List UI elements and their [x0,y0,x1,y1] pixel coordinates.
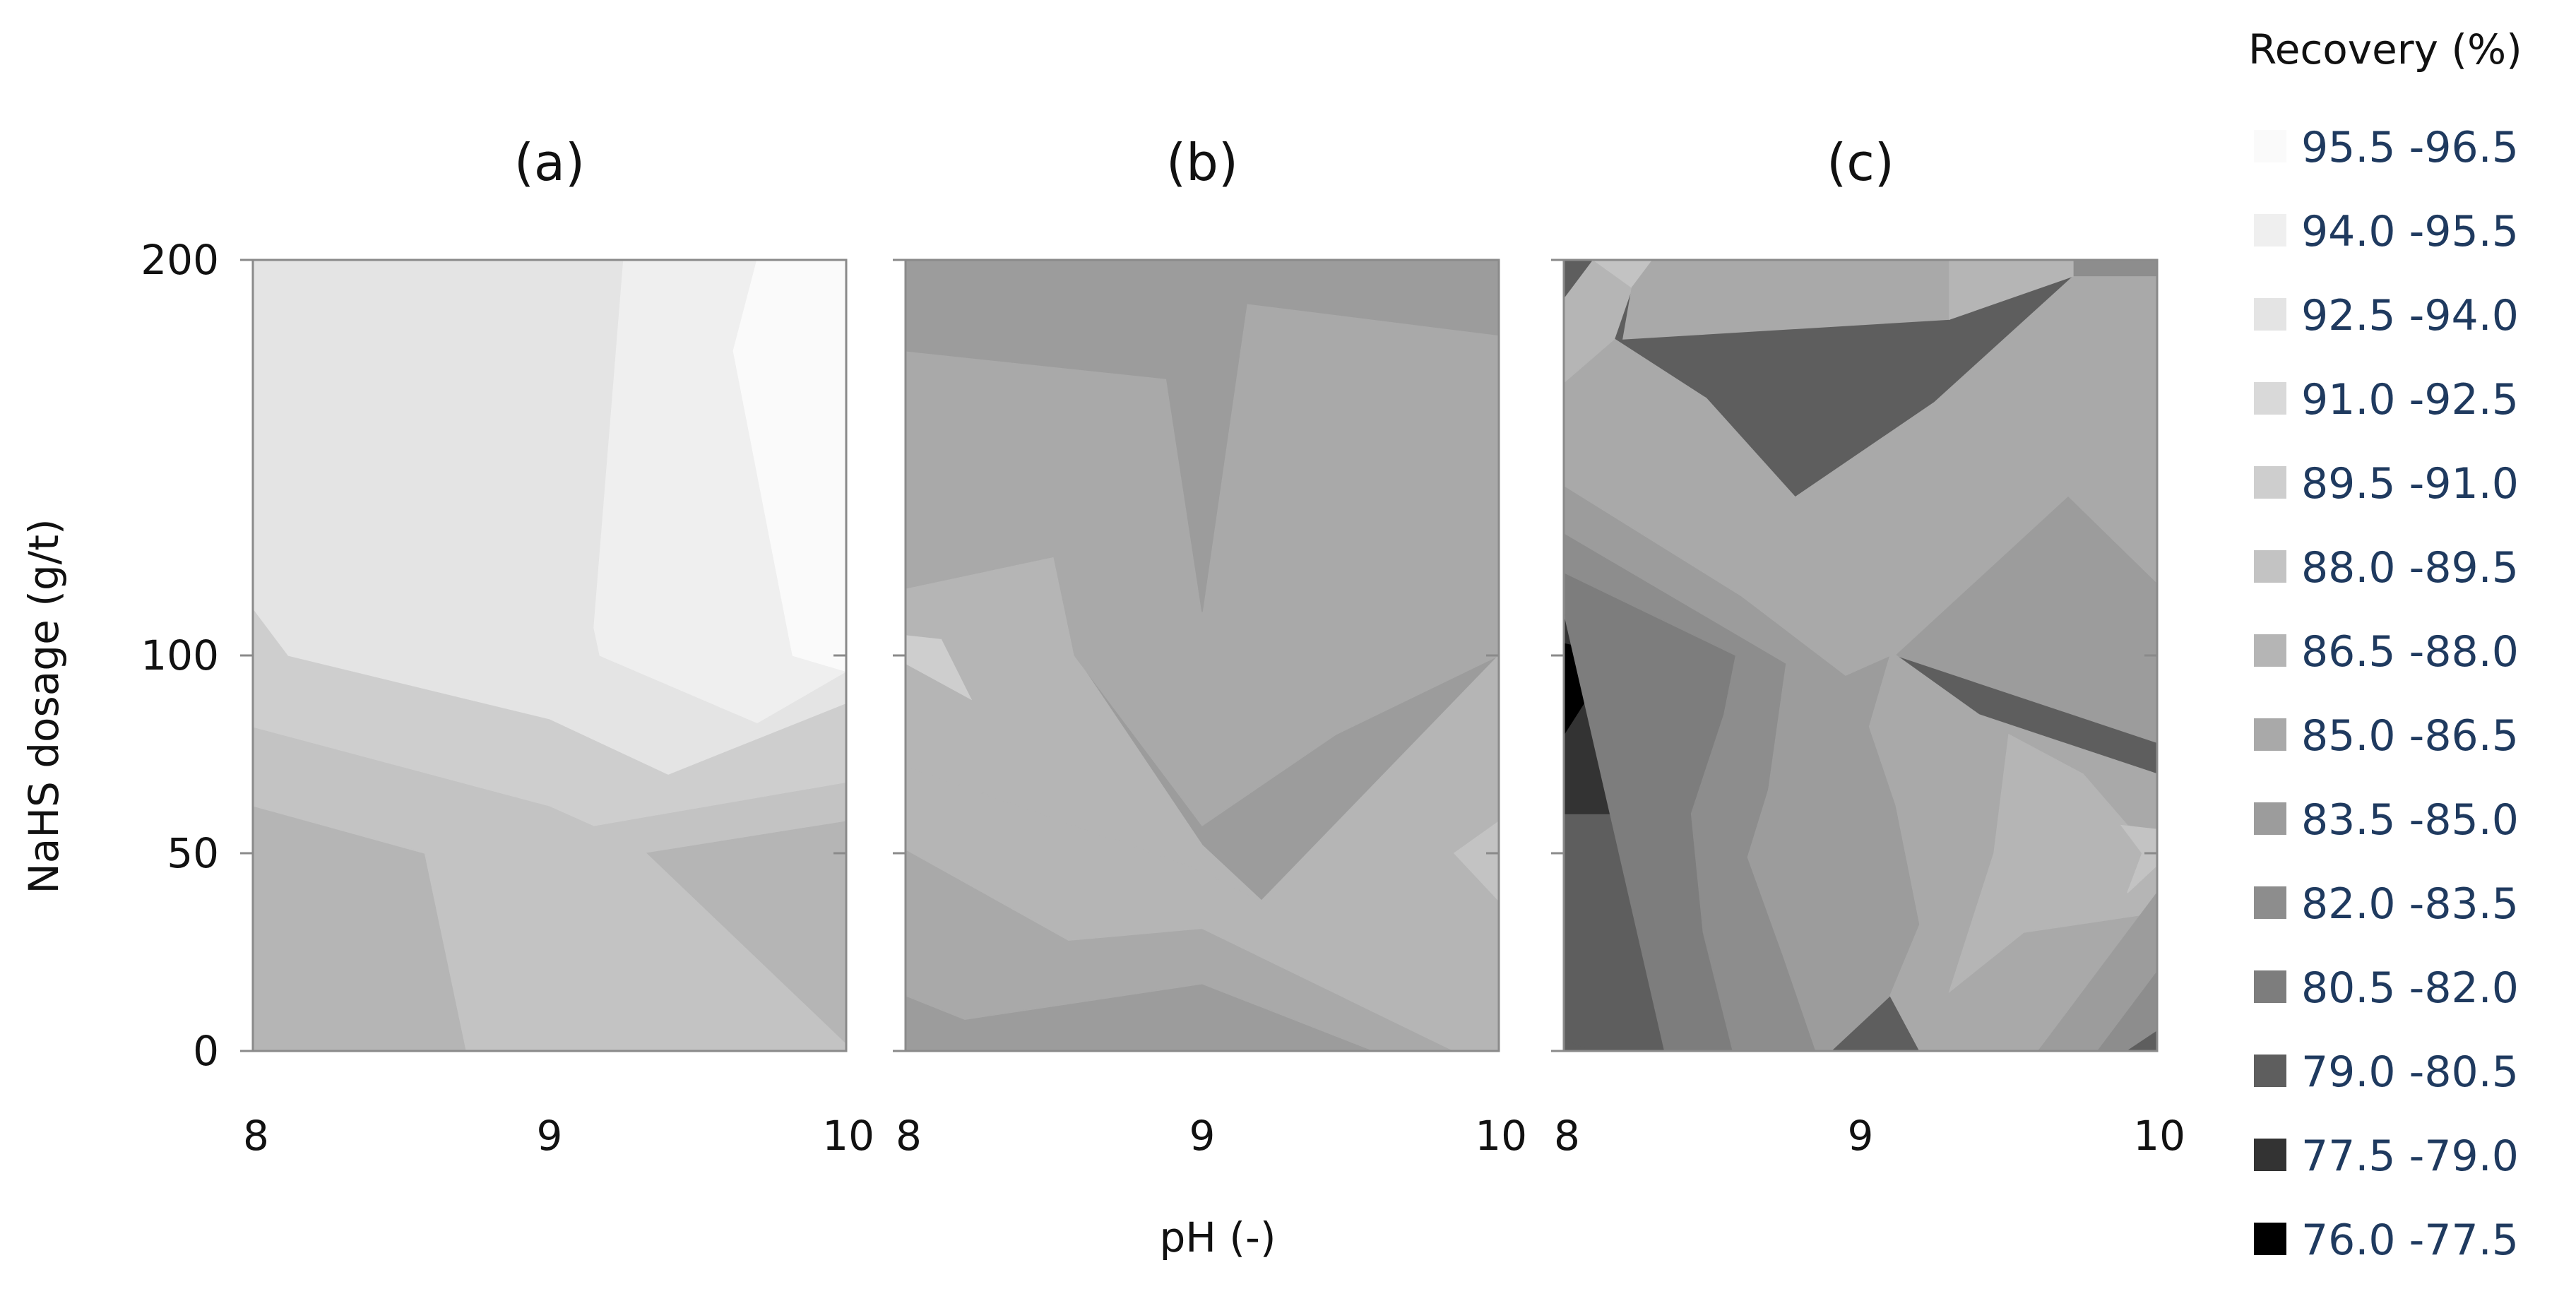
legend-label: 83.5 -85.0 [2301,795,2519,845]
legend-swatch [2254,298,2286,331]
legend-swatch [2254,802,2286,835]
legend-label: 79.0 -80.5 [2301,1047,2519,1097]
contour-region [646,821,846,1044]
legend-entries: 95.5 -96.5 94.0 -95.5 92.5 -94.0 91.0 -92.5… [2254,123,2519,1265]
legend-swatch [2254,970,2286,1003]
contour-region [1948,733,2157,994]
legend-entry: 92.5 -94.0 [2254,291,2519,340]
contour-region [2073,260,2157,277]
legend-label: 88.0 -89.5 [2301,543,2519,593]
legend-entry: 76.0 -77.5 [2254,1216,2519,1265]
legend-label: 91.0 -92.5 [2301,375,2519,424]
plot-area [253,260,846,1051]
legend-entry: 79.0 -80.5 [2254,1047,2519,1097]
legend-swatch [2254,1055,2286,1087]
legend-label: 77.5 -79.0 [2301,1131,2519,1181]
x-tick-label: 8 [243,1112,269,1160]
legend: Recovery (%) 95.5 -96.5 94.0 -95.5 92.5 -9… [2248,25,2522,1265]
contour-region [2097,970,2157,1051]
legend-swatch [2254,634,2286,667]
plot-area [906,260,1499,1051]
contour-region [2126,1030,2157,1051]
x-tick-label: 9 [537,1112,563,1160]
legend-swatch [2254,550,2286,583]
legend-entry: 80.5 -82.0 [2254,963,2519,1013]
contour-region [732,260,846,672]
legend-label: 89.5 -91.0 [2301,459,2519,509]
legend-label: 94.0 -95.5 [2301,207,2519,256]
x-axis-label: pH (-) [1159,1213,1276,1261]
panel-label: (c) [1827,133,1894,192]
y-tick-label: 0 [193,1027,219,1075]
legend-entry: 91.0 -92.5 [2254,375,2519,424]
legend-label: 95.5 -96.5 [2301,123,2519,172]
panel-2: (b) 8 9 10 [893,133,1527,1160]
legend-label: 82.0 -83.5 [2301,879,2519,929]
legend-swatch [2254,214,2286,246]
legend-title: Recovery (%) [2248,25,2522,73]
legend-swatch [2254,466,2286,499]
legend-entry: 88.0 -89.5 [2254,543,2519,593]
legend-swatch [2254,1223,2286,1255]
legend-entry: 83.5 -85.0 [2254,795,2519,845]
legend-swatch [2254,886,2286,919]
legend-swatch [2254,382,2286,415]
x-tick-label: 10 [822,1112,874,1160]
legend-label: 86.5 -88.0 [2301,627,2519,677]
x-tick-label: 8 [896,1112,922,1160]
contour-region [906,260,1499,612]
y-tick-label: 200 [141,236,219,284]
x-tick-label: 8 [1554,1112,1580,1160]
contour-region [1894,496,2157,743]
panel-3: (c) 8 9 10 [1551,133,2185,1160]
x-tick-label: 10 [1475,1112,1527,1160]
legend-entry: 95.5 -96.5 [2254,123,2519,172]
legend-entry: 82.0 -83.5 [2254,879,2519,929]
legend-entry: 86.5 -88.0 [2254,627,2519,677]
contour-region [1622,260,1950,340]
y-tick-label: 100 [141,631,219,679]
legend-swatch [2254,130,2286,162]
x-tick-label: 9 [1189,1112,1216,1160]
plot-area [1564,260,2157,1051]
y-axis-label: NaHS dosage (g/t) [20,518,68,893]
legend-label: 85.0 -86.5 [2301,711,2519,761]
contour-region [2120,824,2157,893]
legend-swatch [2254,718,2286,751]
legend-entry: 85.0 -86.5 [2254,711,2519,761]
panel-label: (b) [1166,133,1238,192]
legend-label: 80.5 -82.0 [2301,963,2519,1013]
y-tick-label: 50 [167,829,219,877]
legend-swatch [2254,1139,2286,1171]
panel-label: (a) [514,133,585,192]
legend-label: 92.5 -94.0 [2301,291,2519,340]
contour-region [906,635,973,701]
legend-label: 76.0 -77.5 [2301,1216,2519,1265]
x-tick-label: 10 [2133,1112,2185,1160]
contour-region [1564,275,2157,676]
x-tick-label: 9 [1848,1112,1874,1160]
legend-entry: 77.5 -79.0 [2254,1131,2519,1181]
legend-entry: 89.5 -91.0 [2254,459,2519,509]
legend-entry: 94.0 -95.5 [2254,207,2519,256]
contour-region [1453,821,1499,902]
